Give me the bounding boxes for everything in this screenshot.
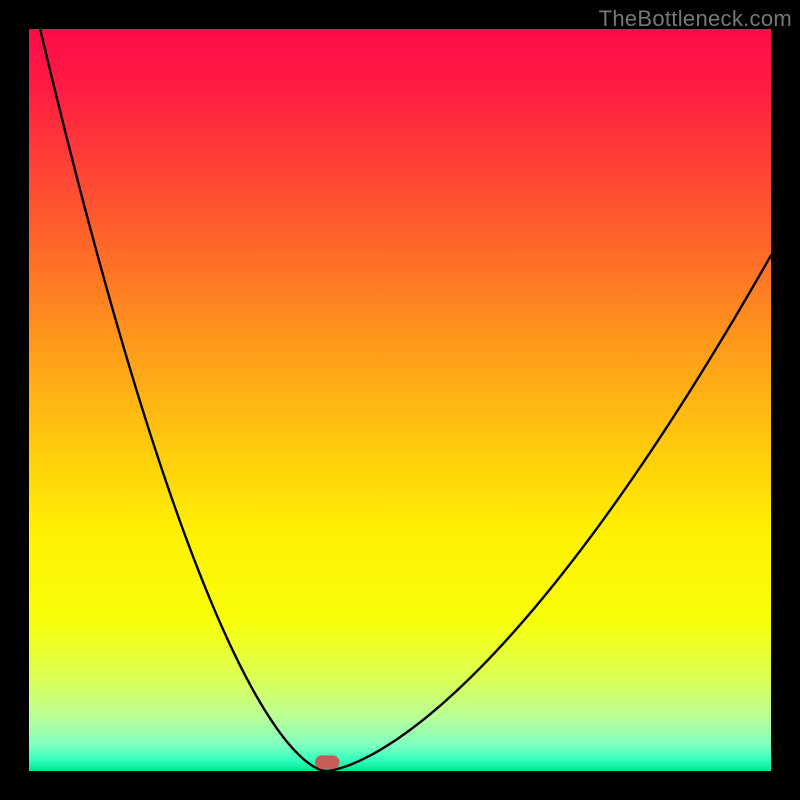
chart-container: TheBottleneck.com bbox=[0, 0, 800, 800]
watermark-text: TheBottleneck.com bbox=[599, 6, 792, 32]
chart-svg bbox=[0, 0, 800, 800]
